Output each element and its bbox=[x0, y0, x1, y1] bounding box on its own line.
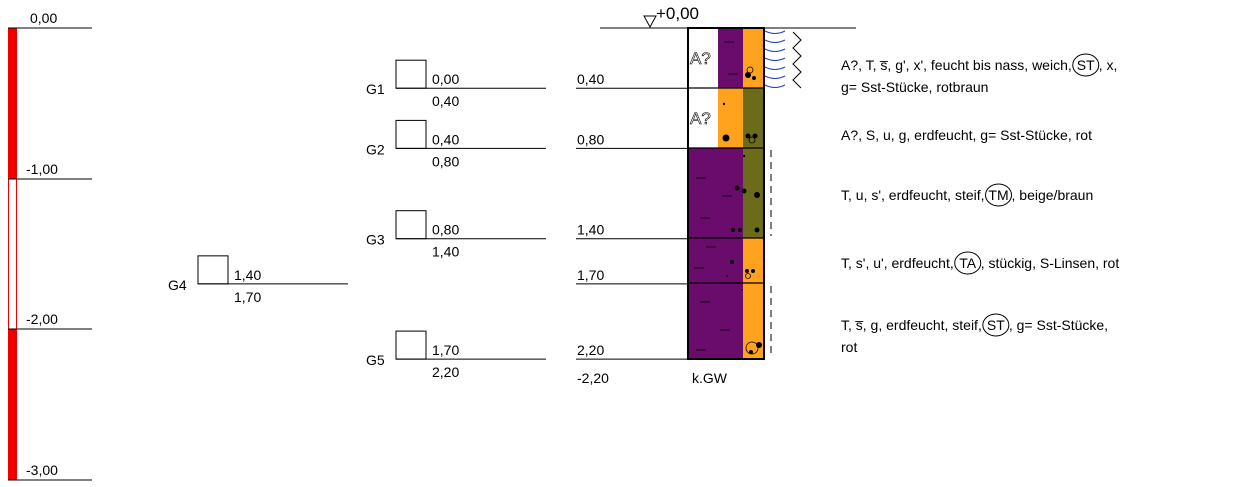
layer-3-right-fill bbox=[743, 148, 764, 238]
gravel-texture bbox=[722, 72, 762, 354]
description-text: g= Sst-Stücke, rotbraun bbox=[841, 79, 988, 95]
soil-group-circle-icon bbox=[982, 313, 1010, 337]
scale-bar-segment-1 bbox=[8, 178, 17, 330]
water-wave-icon bbox=[764, 30, 786, 88]
layer-depth-label: 0,80 bbox=[577, 131, 604, 147]
layer-boundaries bbox=[688, 87, 764, 284]
sample-box-icon bbox=[395, 330, 427, 360]
layer-depth-label: 0,40 bbox=[577, 71, 604, 87]
description-text: T, u, s', erdfeucht, steif, bbox=[841, 187, 985, 203]
description-text: T, s', u', erdfeucht, bbox=[841, 255, 954, 271]
soil-group-code: ST bbox=[1077, 57, 1095, 73]
soil-group-code: TA bbox=[959, 255, 977, 271]
level-triangle-icon bbox=[643, 15, 657, 29]
sample-bottom: 0,40 bbox=[432, 93, 459, 109]
scale-bar-segment-0 bbox=[8, 28, 17, 179]
clay-texture bbox=[694, 41, 738, 351]
sample-id: G2 bbox=[366, 141, 385, 157]
sample-box-icon bbox=[395, 59, 427, 89]
soil-group-code: ST bbox=[987, 317, 1005, 333]
sample-id: G1 bbox=[366, 81, 385, 97]
soil-group-circle-icon bbox=[954, 251, 982, 275]
sample-bottom: 1,70 bbox=[234, 289, 261, 305]
layer-2-symbol: A? bbox=[690, 109, 711, 128]
sample-top: 1,40 bbox=[234, 267, 261, 283]
sample-top: 0,80 bbox=[432, 222, 459, 238]
boring-top-label: +0,00 bbox=[656, 4, 699, 23]
soil-group-code: TM bbox=[988, 187, 1008, 203]
boring-column: +0,00 A? A? bbox=[576, 4, 1119, 386]
consistency-zigzag-icon bbox=[792, 31, 802, 89]
description-text: A?, S, u, g, erdfeucht, g= Sst-Stücke, r… bbox=[841, 127, 1092, 143]
soil-group-circle-icon bbox=[985, 183, 1013, 207]
layer-1-symbol: A? bbox=[690, 49, 711, 68]
layer-5-description: T, s̅, g, erdfeucht, steif, ST, g= Sst-St… bbox=[841, 313, 1108, 355]
layer-depth-label: 1,40 bbox=[577, 222, 604, 238]
description-text: T, s̅, g, erdfeucht, steif, bbox=[841, 317, 982, 333]
sample-G3: G3 0,80 1,40 bbox=[366, 210, 546, 260]
sample-G4: G4 1,40 1,70 bbox=[168, 255, 348, 305]
layer-2-mid-fill bbox=[718, 88, 743, 148]
samples-group: G1 0,00 0,40 G2 0,40 0,80 G3 0,80 1,40 G4 1,40 1,70… bbox=[168, 59, 546, 380]
sample-id: G3 bbox=[366, 232, 385, 248]
description-text: A?, T, s̅, g', x', feucht bis nass, weic… bbox=[841, 57, 1072, 73]
layer-3-description: T, u, s', erdfeucht, steif, TM, beige/bra… bbox=[841, 183, 1094, 207]
description-text: , beige/braun bbox=[1012, 187, 1094, 203]
sample-box-icon bbox=[395, 210, 427, 240]
sample-id: G5 bbox=[366, 352, 385, 368]
layer-1-mid-fill bbox=[718, 28, 743, 88]
sample-top: 1,70 bbox=[432, 342, 459, 358]
scale-label-3: -3,00 bbox=[26, 462, 58, 478]
end-depth-label: -2,20 bbox=[577, 370, 609, 386]
sample-bottom: 1,40 bbox=[432, 244, 459, 260]
layer-3-main-fill bbox=[688, 148, 743, 238]
sand-rings bbox=[745, 66, 759, 355]
scale-label-2: -2,00 bbox=[26, 311, 58, 327]
description-text: , stückig, S-Linsen, rot bbox=[981, 255, 1120, 271]
layer-5-right-fill bbox=[743, 283, 764, 359]
sample-id: G4 bbox=[168, 277, 187, 293]
sample-box-icon bbox=[197, 255, 229, 285]
layer-depth-labels: 0,40 0,80 1,40 1,70 2,20 bbox=[576, 71, 688, 360]
layer-2-right-fill bbox=[743, 88, 764, 148]
layer-4-right-fill bbox=[743, 238, 764, 283]
sample-bottom: 0,80 bbox=[432, 153, 459, 169]
groundwater-label: k.GW bbox=[692, 370, 728, 386]
layer-1-description: A?, T, s̅, g', x', feucht bis nass, weic… bbox=[841, 53, 1118, 95]
sample-top: 0,00 bbox=[432, 71, 459, 87]
layer-4-description: T, s', u', erdfeucht, TA, stückig, S-Lins… bbox=[841, 251, 1120, 275]
sample-G5: G5 1,70 2,20 bbox=[366, 330, 546, 380]
scale-label-0: 0,00 bbox=[30, 10, 57, 26]
sample-G1: G1 0,00 0,40 bbox=[366, 59, 546, 109]
scale-bar-segment-2 bbox=[8, 329, 17, 480]
description-text: , g= Sst-Stücke, bbox=[1009, 317, 1108, 333]
layer-2-description: A?, S, u, g, erdfeucht, g= Sst-Stücke, r… bbox=[841, 127, 1092, 143]
layer-5-main-fill bbox=[688, 283, 743, 359]
sample-bottom: 2,20 bbox=[432, 364, 459, 380]
soil-group-circle-icon bbox=[1072, 53, 1100, 77]
description-text: , x, bbox=[1099, 57, 1118, 73]
sample-box-icon bbox=[395, 119, 427, 149]
sample-top: 0,40 bbox=[432, 131, 459, 147]
layer-depth-label: 2,20 bbox=[577, 342, 604, 358]
description-text: rot bbox=[841, 339, 857, 355]
scale-label-1: -1,00 bbox=[26, 161, 58, 177]
boring-outline bbox=[687, 27, 765, 360]
layer-4-main-fill bbox=[688, 238, 743, 283]
layer-2-left-fill bbox=[688, 88, 718, 148]
layer-depth-label: 1,70 bbox=[577, 267, 604, 283]
layer-1-left-fill bbox=[688, 28, 718, 88]
layer-descriptions: A?, T, s̅, g', x', feucht bis nass, weic… bbox=[841, 53, 1120, 355]
depth-scale: 0,00 -1,00 -2,00 -3,00 bbox=[8, 10, 92, 481]
sample-G2: G2 0,40 0,80 bbox=[366, 119, 546, 169]
